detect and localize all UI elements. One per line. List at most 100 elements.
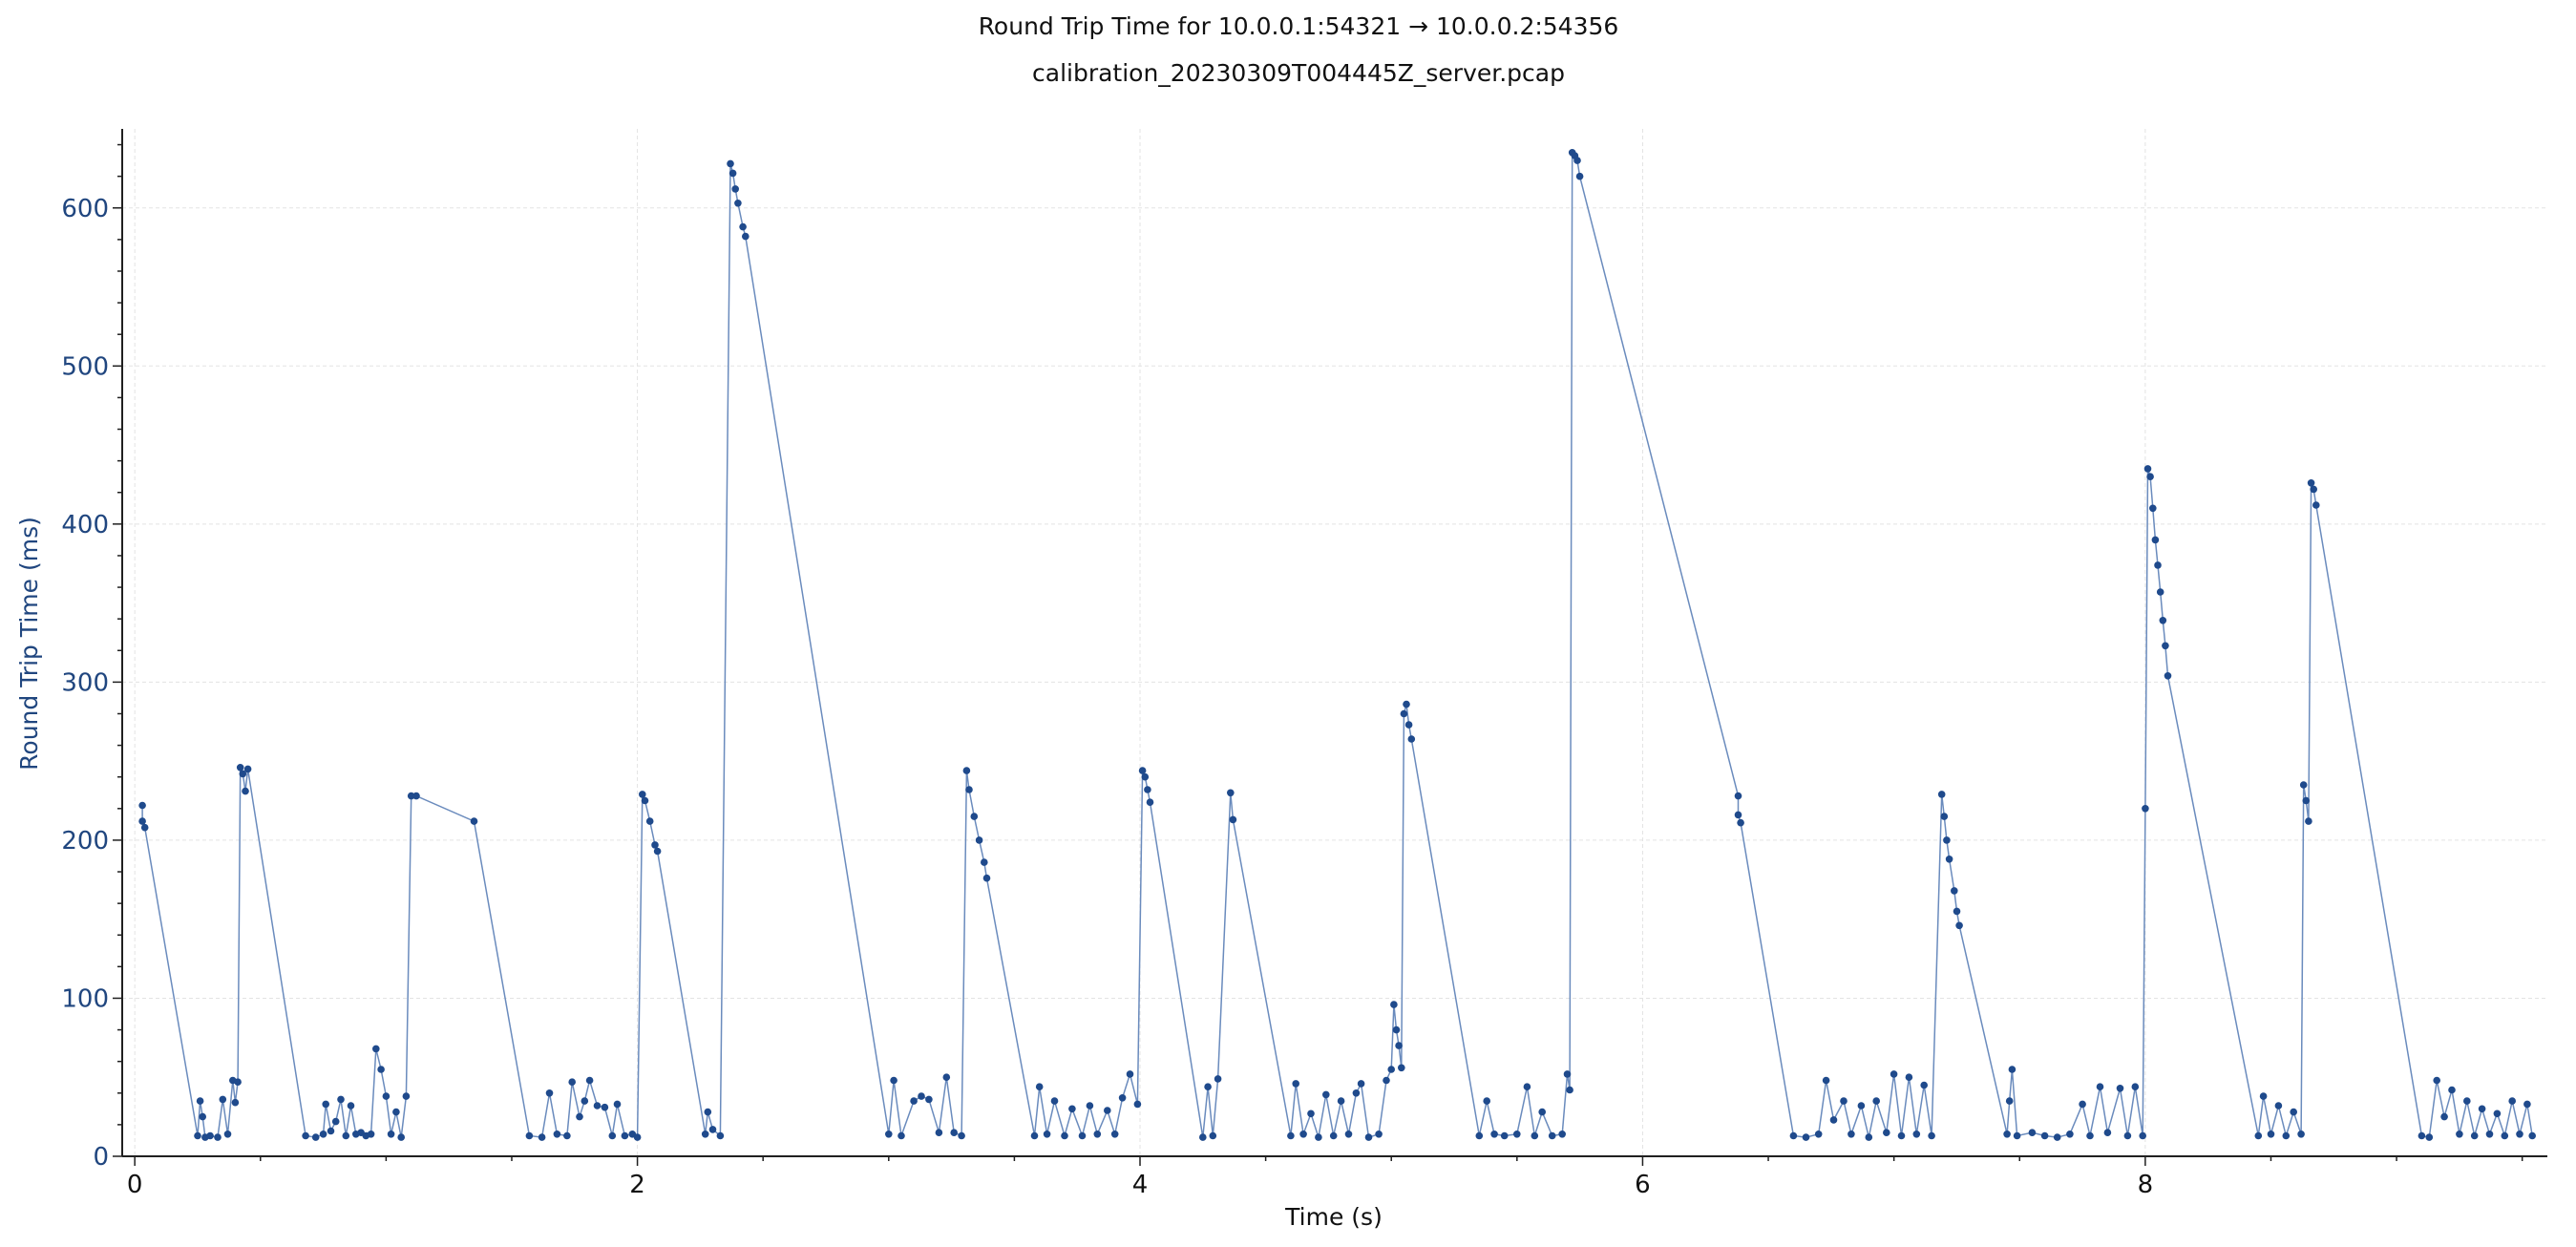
data-point [140, 823, 149, 832]
data-point [2131, 1083, 2140, 1090]
data-point [231, 1098, 240, 1107]
data-point [337, 1095, 345, 1104]
data-point [2528, 1131, 2536, 1140]
data-point [2493, 1110, 2502, 1118]
data-point [2028, 1129, 2037, 1136]
y-tick-label-0: 0 [93, 1143, 109, 1172]
data-point [1897, 1131, 1906, 1140]
data-point [2299, 781, 2308, 789]
data-point [2440, 1112, 2448, 1121]
data-point [1573, 157, 1581, 164]
data-point [2501, 1131, 2509, 1140]
data-point [1563, 1070, 1572, 1078]
data-point [2302, 796, 2311, 805]
data-point [621, 1131, 629, 1140]
data-point [397, 1133, 406, 1141]
data-point [1364, 1133, 1373, 1141]
data-point [1840, 1097, 1848, 1105]
data-point [1118, 1094, 1127, 1102]
data-point [1068, 1105, 1076, 1113]
data-point [553, 1131, 561, 1138]
data-point [1375, 1131, 1383, 1138]
data-point [1329, 1131, 1338, 1140]
data-point [1558, 1131, 1566, 1138]
data-point [1940, 813, 1949, 820]
y-tick-label-100: 100 [61, 984, 109, 1013]
y-tick-label-200: 200 [61, 827, 109, 856]
data-point [319, 1131, 327, 1138]
series-layer [138, 149, 2536, 1141]
data-point [194, 1131, 201, 1140]
x-tick-label-6: 6 [1635, 1171, 1651, 1199]
data-point [704, 1108, 712, 1116]
data-point [2142, 805, 2149, 813]
data-point [981, 858, 988, 866]
data-point [1104, 1107, 1111, 1114]
data-point [1822, 1076, 1830, 1085]
data-point [138, 817, 146, 825]
data-point [2254, 1131, 2263, 1140]
data-point [1292, 1080, 1299, 1088]
data-point [942, 1073, 951, 1081]
data-point [1061, 1131, 1068, 1140]
data-point [1538, 1108, 1546, 1116]
data-point [1848, 1131, 1855, 1138]
data-point [593, 1102, 602, 1110]
data-point [1937, 791, 1946, 798]
y-tick-label-600: 600 [61, 195, 109, 223]
data-point [970, 813, 979, 820]
data-point [1035, 1083, 1044, 1090]
data-point [1299, 1131, 1307, 1138]
data-point [236, 764, 244, 771]
data-point [1490, 1131, 1498, 1138]
data-point [1872, 1097, 1880, 1105]
x-tick-label-0: 0 [127, 1171, 143, 1199]
data-point [2478, 1105, 2486, 1113]
data-point [2305, 817, 2312, 825]
data-point [716, 1131, 725, 1140]
data-point [1126, 1070, 1134, 1078]
x-tick-label-2: 2 [629, 1171, 645, 1199]
data-point [199, 1112, 206, 1121]
data-point [387, 1131, 395, 1138]
data-point [2086, 1131, 2094, 1140]
data-point [1500, 1131, 1509, 1140]
data-point [1513, 1131, 1521, 1138]
data-point [645, 817, 654, 825]
data-point [2267, 1131, 2275, 1138]
y-tick-label-300: 300 [61, 668, 109, 697]
data-point [327, 1127, 335, 1135]
data-point [2485, 1131, 2494, 1138]
data-point [377, 1066, 385, 1073]
data-point [950, 1129, 958, 1136]
data-point [2470, 1131, 2479, 1140]
data-point [2456, 1131, 2463, 1138]
data-point [576, 1112, 583, 1121]
data-point [1734, 811, 1742, 819]
data-point [2310, 485, 2317, 494]
data-point [1199, 1133, 1207, 1141]
data-point [2312, 501, 2320, 509]
data-point [1890, 1070, 1898, 1078]
data-point [641, 796, 649, 805]
data-point [1400, 709, 1408, 718]
data-point [138, 801, 146, 810]
data-point [1951, 887, 1958, 895]
data-point [1912, 1131, 1921, 1138]
data-point [196, 1097, 204, 1105]
data-point [982, 874, 991, 882]
ticks: 0 100 200 300 400 500 600 0 2 4 6 8 [61, 143, 2523, 1199]
data-point [2146, 473, 2154, 481]
data-point [2433, 1076, 2440, 1085]
data-point [1531, 1131, 1539, 1140]
data-point [311, 1133, 320, 1141]
data-point [1548, 1131, 1556, 1140]
data-point [470, 817, 478, 825]
data-point [2297, 1131, 2305, 1138]
data-point [1883, 1129, 1890, 1136]
data-point [613, 1100, 622, 1109]
data-point [2282, 1131, 2291, 1140]
data-point [2418, 1131, 2426, 1140]
